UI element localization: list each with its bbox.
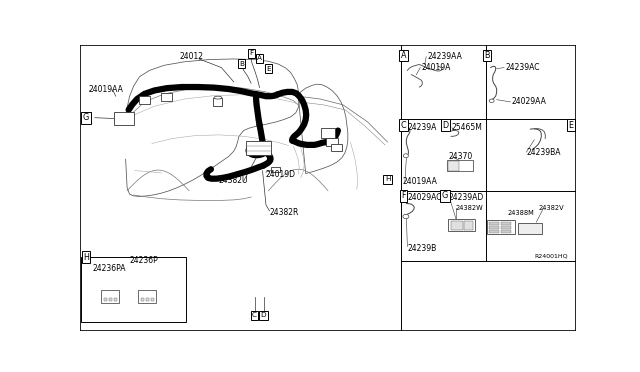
Text: 24239AD: 24239AD: [448, 193, 483, 202]
Text: R24001HQ: R24001HQ: [534, 254, 568, 259]
Bar: [486, 220, 515, 234]
Bar: [114, 298, 117, 301]
Text: 24382U: 24382U: [219, 176, 248, 186]
Bar: [271, 167, 280, 172]
Text: G: G: [83, 113, 89, 122]
Text: 24019AA: 24019AA: [89, 84, 124, 93]
Text: A: A: [401, 51, 406, 60]
Bar: [146, 298, 150, 301]
Bar: [141, 298, 145, 301]
Text: 24239AC: 24239AC: [506, 63, 540, 72]
Bar: [104, 298, 108, 301]
Text: 24012: 24012: [180, 52, 204, 61]
Bar: [489, 226, 499, 229]
Bar: [114, 112, 134, 125]
Text: 24382V: 24382V: [539, 205, 564, 211]
Text: C: C: [401, 121, 406, 130]
Bar: [465, 221, 474, 230]
Text: D: D: [260, 312, 266, 318]
Bar: [101, 291, 118, 303]
Text: E: E: [266, 66, 271, 72]
Text: 24239BA: 24239BA: [527, 148, 561, 157]
Text: A: A: [257, 55, 262, 61]
Bar: [451, 221, 463, 230]
Text: 24029AA: 24029AA: [511, 97, 547, 106]
Text: 24239B: 24239B: [408, 244, 436, 253]
Bar: [448, 161, 459, 171]
Bar: [321, 128, 335, 138]
Text: B: B: [484, 51, 490, 60]
Bar: [447, 160, 473, 171]
Text: C: C: [252, 312, 257, 318]
Text: H: H: [83, 253, 89, 262]
Bar: [138, 291, 156, 303]
Bar: [161, 93, 172, 101]
Bar: [448, 219, 476, 231]
Text: F: F: [250, 50, 253, 56]
Bar: [109, 298, 112, 301]
Text: H: H: [385, 176, 390, 182]
Text: B: B: [239, 61, 244, 67]
Ellipse shape: [489, 99, 494, 103]
Bar: [500, 226, 511, 229]
Text: 24388M: 24388M: [508, 210, 534, 216]
Ellipse shape: [403, 214, 409, 219]
Bar: [246, 141, 271, 155]
Bar: [139, 96, 150, 104]
Bar: [518, 223, 542, 234]
Text: 24370: 24370: [448, 153, 472, 161]
Ellipse shape: [403, 154, 408, 158]
Text: 24019D: 24019D: [266, 170, 296, 179]
Text: 24019AA: 24019AA: [403, 177, 437, 186]
Text: 25465M: 25465M: [451, 123, 482, 132]
Text: E: E: [568, 121, 573, 130]
Bar: [151, 298, 154, 301]
Ellipse shape: [214, 96, 222, 99]
Bar: [489, 230, 499, 232]
Text: D: D: [442, 121, 448, 130]
Bar: [213, 97, 222, 106]
Text: G: G: [442, 191, 448, 201]
Bar: [489, 222, 499, 225]
Text: 24029AC: 24029AC: [408, 193, 442, 202]
Bar: [332, 144, 342, 151]
Bar: [500, 230, 511, 232]
Bar: [81, 257, 186, 322]
Text: F: F: [401, 191, 406, 201]
Bar: [326, 138, 338, 146]
Text: 24382R: 24382R: [269, 208, 299, 217]
Text: 24236P: 24236P: [129, 256, 158, 264]
Text: 24382W: 24382W: [456, 205, 484, 211]
Bar: [500, 222, 511, 225]
Text: 24239A: 24239A: [408, 123, 436, 132]
Text: 24019A: 24019A: [421, 63, 451, 72]
Text: 24239AA: 24239AA: [428, 52, 462, 61]
Text: 24236PA: 24236PA: [92, 264, 126, 273]
